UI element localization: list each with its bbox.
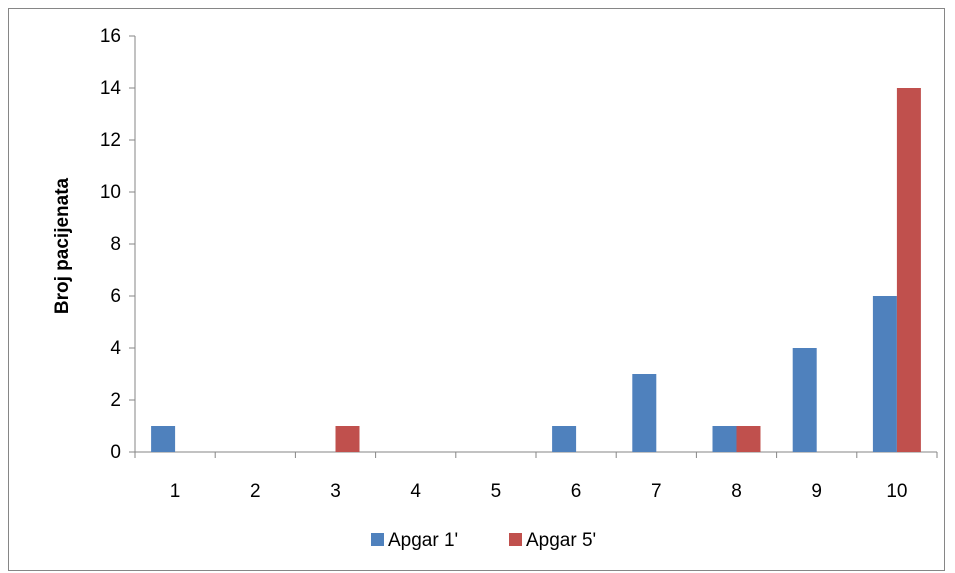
x-tick-label: 8 [731, 481, 742, 502]
legend-swatch [371, 533, 384, 546]
legend-label: Apgar 1' [388, 530, 458, 551]
bar-apgar-1 [872, 296, 897, 452]
bar-apgar-5 [335, 426, 360, 452]
y-tick-label: 2 [110, 390, 121, 411]
bars [151, 88, 921, 452]
x-tick-label: 6 [571, 481, 582, 502]
y-tick-label: 6 [110, 286, 121, 307]
bar-apgar-5 [896, 88, 921, 452]
y-tick-label: 14 [100, 78, 122, 99]
x-tick-label: 3 [330, 481, 341, 502]
legend-label: Apgar 5' [526, 530, 596, 551]
chart-frame [8, 8, 945, 571]
y-tick-label: 10 [100, 182, 121, 203]
x-tick-label: 1 [170, 481, 181, 502]
bar-apgar-5 [736, 426, 761, 452]
bar-apgar-1 [792, 348, 817, 452]
y-tick-label: 0 [110, 442, 121, 463]
x-tick-label: 5 [491, 481, 502, 502]
bar-apgar-1 [552, 426, 577, 452]
bar-apgar-1 [151, 426, 176, 452]
bar-apgar-1 [712, 426, 737, 452]
bar-apgar-1 [632, 374, 657, 452]
y-tick-label: 8 [110, 234, 121, 255]
legend-swatch [509, 533, 522, 546]
x-tick-label: 4 [410, 481, 421, 502]
x-tick-label: 10 [886, 481, 907, 502]
y-axis-title: Broj pacijenata [52, 177, 73, 314]
x-tick-label: 9 [811, 481, 822, 502]
legend: Apgar 1' Apgar 5' [371, 530, 596, 551]
x-tick-label: 7 [651, 481, 662, 502]
y-tick-label: 16 [100, 26, 121, 47]
y-tick-label: 4 [110, 338, 121, 359]
y-tick-label: 12 [100, 130, 121, 151]
x-tick-label: 2 [250, 481, 261, 502]
